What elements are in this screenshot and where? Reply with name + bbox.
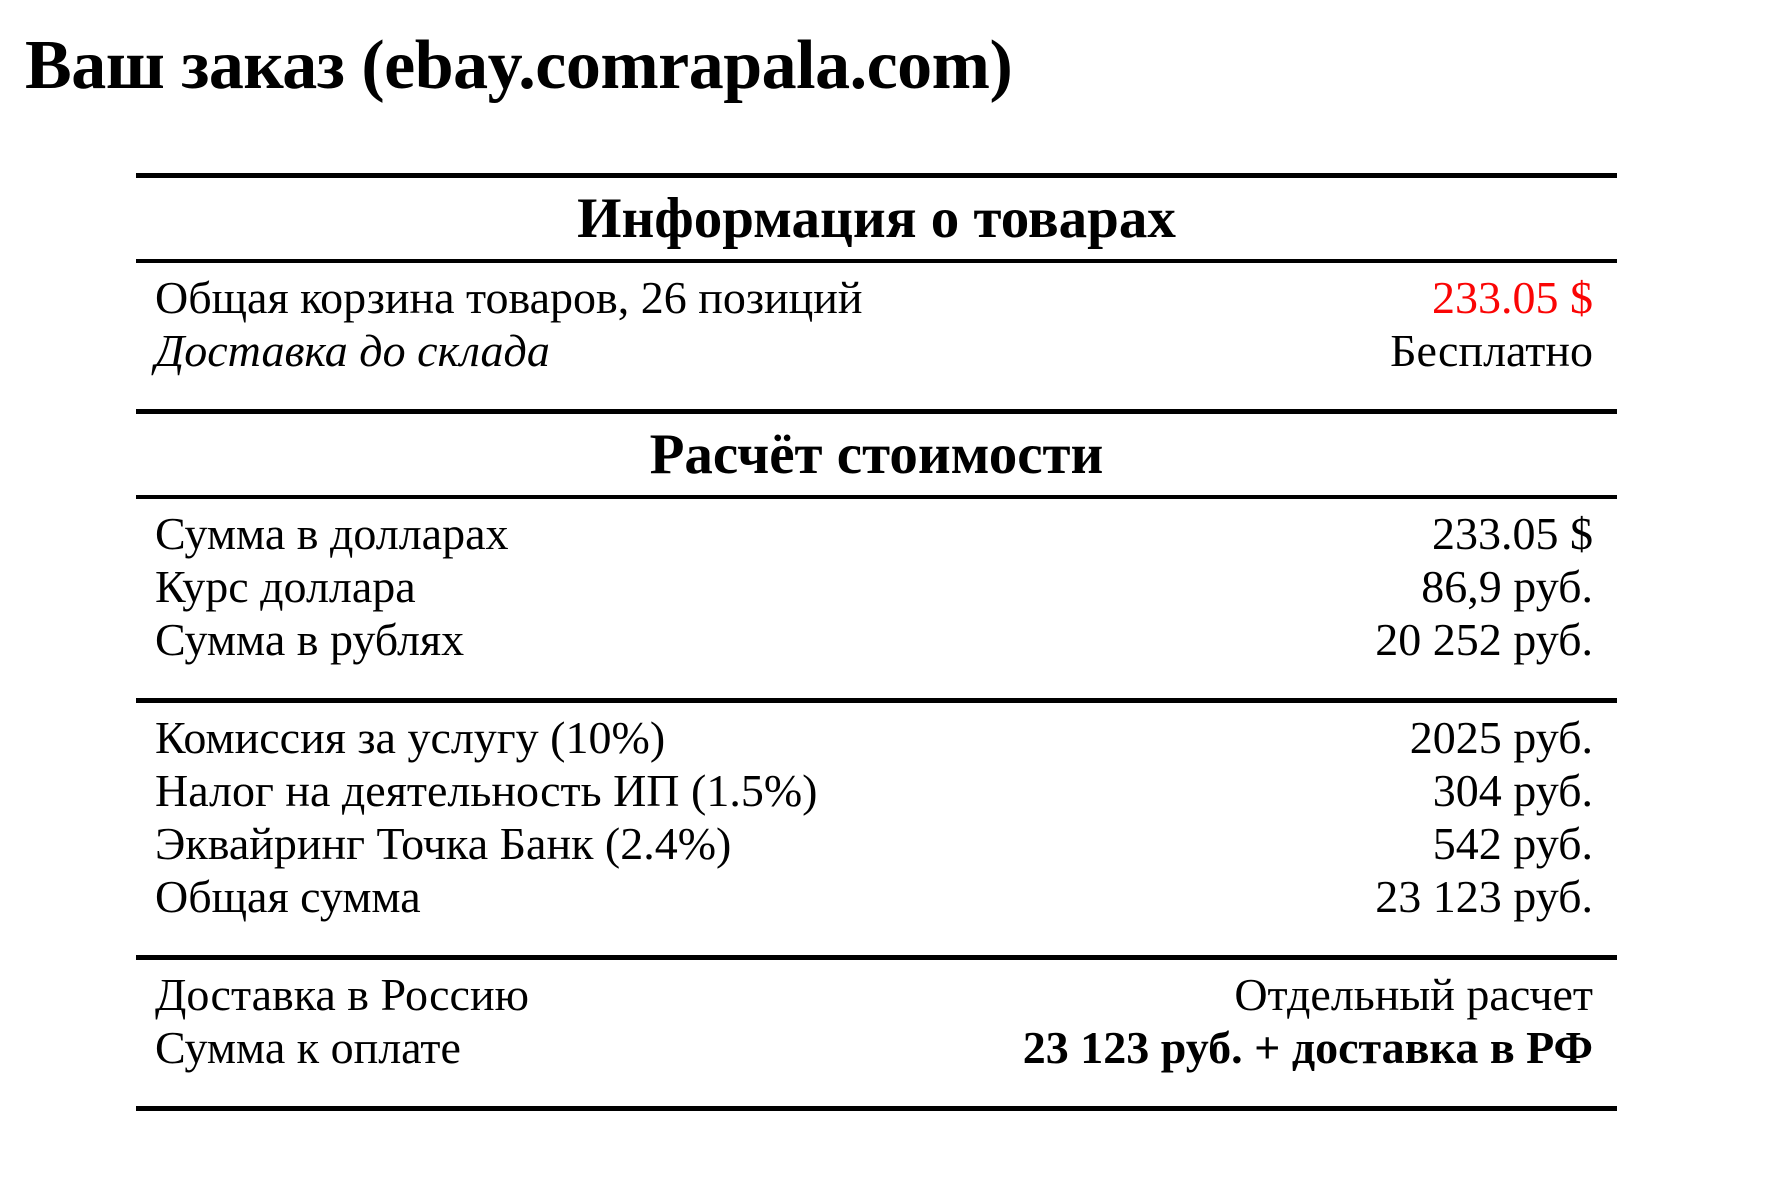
row-value: 542 руб. [1432,818,1593,869]
section-header: Информация о товарах [577,187,1176,250]
row-label: Сумма к оплате [155,1022,461,1073]
section-rows: Доставка в Россию Отдельный расчет Сумма к… [136,960,1617,1106]
table-row: Сумма к оплате 23 123 руб. + доставка в Р… [136,1021,1617,1074]
row-value: 20 252 руб. [1375,614,1593,665]
table-rule [136,955,1617,960]
table-row: Сумма в рублях 20 252 руб. [136,613,1617,666]
table-rule [136,259,1617,263]
table-row: Налог на деятельность ИП (1.5%) 304 руб. [136,764,1617,817]
row-value: 233.05 $ [1432,508,1593,559]
table-row: Сумма в долларах 233.05 $ [136,507,1617,560]
row-value: Отдельный расчет [1234,969,1593,1020]
row-label: Эквайринг Точка Банк (2.4%) [155,818,732,869]
row-value: 86,9 руб. [1421,561,1593,612]
table-row: Курс доллара 86,9 руб. [136,560,1617,613]
row-label: Сумма в долларах [155,508,509,559]
table-rule [136,173,1617,178]
row-value: 304 руб. [1432,765,1593,816]
section-rows: Сумма в долларах 233.05 $ Курс доллара 86,9… [136,499,1617,698]
row-label: Комиссия за услугу (10%) [155,712,666,763]
table-rule [136,698,1617,703]
row-value: 23 123 руб. + доставка в РФ [1022,1022,1593,1073]
row-label: Курс доллара [155,561,416,612]
table-rule [136,495,1617,499]
page-title: Ваш заказ (ebay.comrapala.com) [25,27,1013,104]
row-label: Общая корзина товаров, 26 позиций [155,272,863,323]
row-value: 23 123 руб. [1375,871,1593,922]
row-value: 2025 руб. [1409,712,1593,763]
table-row: Общая сумма 23 123 руб. [136,870,1617,923]
table-rule [136,1106,1617,1111]
table-row: Комиссия за услугу (10%) 2025 руб. [136,711,1617,764]
section-header: Расчёт стоимости [649,423,1104,486]
section-rows: Комиссия за услугу (10%) 2025 руб. Налог н… [136,703,1617,955]
row-label: Доставка в Россию [155,969,529,1020]
order-summary-table: Информация о товарах Общая корзина товаро… [136,173,1617,1111]
row-value: Бесплатно [1390,325,1593,376]
table-row: Доставка до склада Бесплатно [136,324,1617,377]
row-value: 233.05 $ [1432,272,1593,323]
section-rows: Общая корзина товаров, 26 позиций 233.05 … [136,263,1617,409]
row-label: Налог на деятельность ИП (1.5%) [155,765,818,816]
table-row: Эквайринг Точка Банк (2.4%) 542 руб. [136,817,1617,870]
table-row: Общая корзина товаров, 26 позиций 233.05 … [136,271,1617,324]
row-label: Сумма в рублях [155,614,465,665]
row-label: Доставка до склада [155,325,550,376]
row-label: Общая сумма [155,871,421,922]
table-rule [136,409,1617,414]
table-row: Доставка в Россию Отдельный расчет [136,968,1617,1021]
